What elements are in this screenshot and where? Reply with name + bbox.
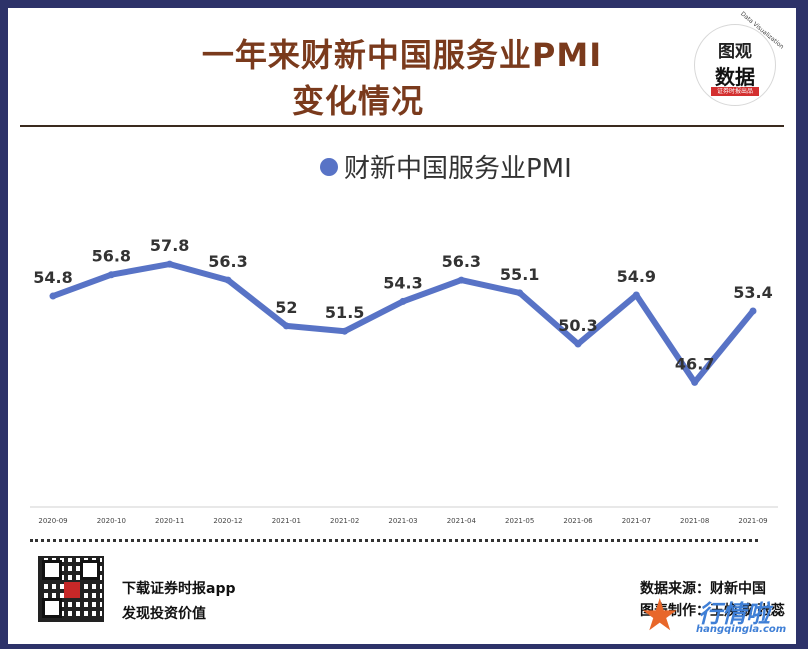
data-point-2021-06 xyxy=(574,340,582,348)
footer-app-line1: 下载证券时报app xyxy=(122,581,236,597)
data-point-2020-12 xyxy=(224,276,232,284)
footer-dotted-divider xyxy=(30,539,758,542)
data-label-2021-03: 54.3 xyxy=(383,273,422,292)
data-visualization-logo: 图观 数据 证券时报出品 Data Visualization xyxy=(694,10,785,106)
data-point-2020-10 xyxy=(107,271,115,279)
x-tick-2020-10: 2020-10 xyxy=(97,517,126,525)
page-title-line2: 变化情况 xyxy=(291,82,424,120)
data-label-2021-04: 56.3 xyxy=(442,252,481,271)
footer-source: 数据来源：财新中国 xyxy=(640,581,766,597)
x-tick-2021-07: 2021-07 xyxy=(622,517,651,525)
data-point-2020-09 xyxy=(49,292,57,300)
data-point-2021-01 xyxy=(282,322,290,330)
page-title-line1: 一年来财新中国服务业PMI xyxy=(201,36,603,74)
x-tick-2021-02: 2021-02 xyxy=(330,517,359,525)
data-label-2021-06: 50.3 xyxy=(558,316,597,335)
footer-app-line2: 发现投资价值 xyxy=(122,606,206,622)
watermark-star-icon: ★ xyxy=(640,590,680,641)
data-label-2021-01: 52 xyxy=(275,298,297,317)
data-point-2021-08 xyxy=(691,378,699,386)
x-tick-2021-08: 2021-08 xyxy=(680,517,709,525)
infographic-card: 一年来财新中国服务业PMI 变化情况 图观 数据 证券时报出品 Data Vis… xyxy=(8,8,796,644)
watermark-url: hangqingla.com xyxy=(696,624,787,635)
qr-finder-bottom-left xyxy=(42,598,62,618)
chart-legend: 财新中国服务业PMI xyxy=(320,148,572,185)
data-label-2020-10: 56.8 xyxy=(92,247,131,266)
data-point-2021-04 xyxy=(457,276,465,284)
title-divider xyxy=(20,125,784,127)
data-label-2021-08: 46.7 xyxy=(675,354,714,373)
x-tick-2021-01: 2021-01 xyxy=(272,517,301,525)
data-label-2021-09: 53.4 xyxy=(733,283,772,302)
data-point-2020-11 xyxy=(166,260,174,268)
logo-tag: 证券时报出品 xyxy=(711,87,759,96)
data-point-2021-02 xyxy=(341,327,349,335)
x-tick-2020-09: 2020-09 xyxy=(38,517,67,525)
data-label-2021-07: 54.9 xyxy=(617,267,656,286)
x-tick-2020-11: 2020-11 xyxy=(155,517,184,525)
x-tick-labels: 2020-09 2020-10 2020-11 2020-12 2021-01 2021-… xyxy=(38,517,767,525)
footer-credit: 图表制作：王焕城 张蕊 xyxy=(640,603,785,619)
data-label-2021-05: 55.1 xyxy=(500,265,539,284)
legend-marker xyxy=(320,157,338,176)
x-tick-2021-09: 2021-09 xyxy=(738,517,767,525)
x-tick-2021-04: 2021-04 xyxy=(447,517,477,525)
data-label-2020-12: 56.3 xyxy=(208,252,247,271)
data-labels: 54.8 56.8 57.8 56.3 52 51.5 54.3 56.3 55.1 50.3 54… xyxy=(33,236,772,373)
legend-label: 财新中国服务业PMI xyxy=(344,154,572,184)
logo-line2: 数据 xyxy=(715,65,755,89)
data-label-2021-02: 51.5 xyxy=(325,303,364,322)
qr-seal-icon xyxy=(64,582,80,598)
series-points xyxy=(49,260,757,386)
data-point-2021-05 xyxy=(516,289,524,297)
data-point-2021-09 xyxy=(749,307,757,315)
logo-line1: 图观 xyxy=(718,42,752,62)
x-tick-2021-03: 2021-03 xyxy=(388,517,417,525)
site-watermark: ★ 行情啦 hangqingla.com xyxy=(640,592,790,640)
qr-finder-top-right xyxy=(80,560,100,580)
x-tick-2021-05: 2021-05 xyxy=(505,517,534,525)
qr-finder-top-left xyxy=(42,560,62,580)
data-point-2021-07 xyxy=(632,291,640,299)
data-point-2021-03 xyxy=(399,297,407,305)
qr-code[interactable] xyxy=(38,556,104,622)
data-label-2020-11: 57.8 xyxy=(150,236,189,255)
watermark-brand: 行情啦 xyxy=(698,600,770,628)
data-label-2020-09: 54.8 xyxy=(33,268,72,287)
x-tick-2020-12: 2020-12 xyxy=(213,517,242,525)
x-tick-2021-06: 2021-06 xyxy=(563,517,593,525)
